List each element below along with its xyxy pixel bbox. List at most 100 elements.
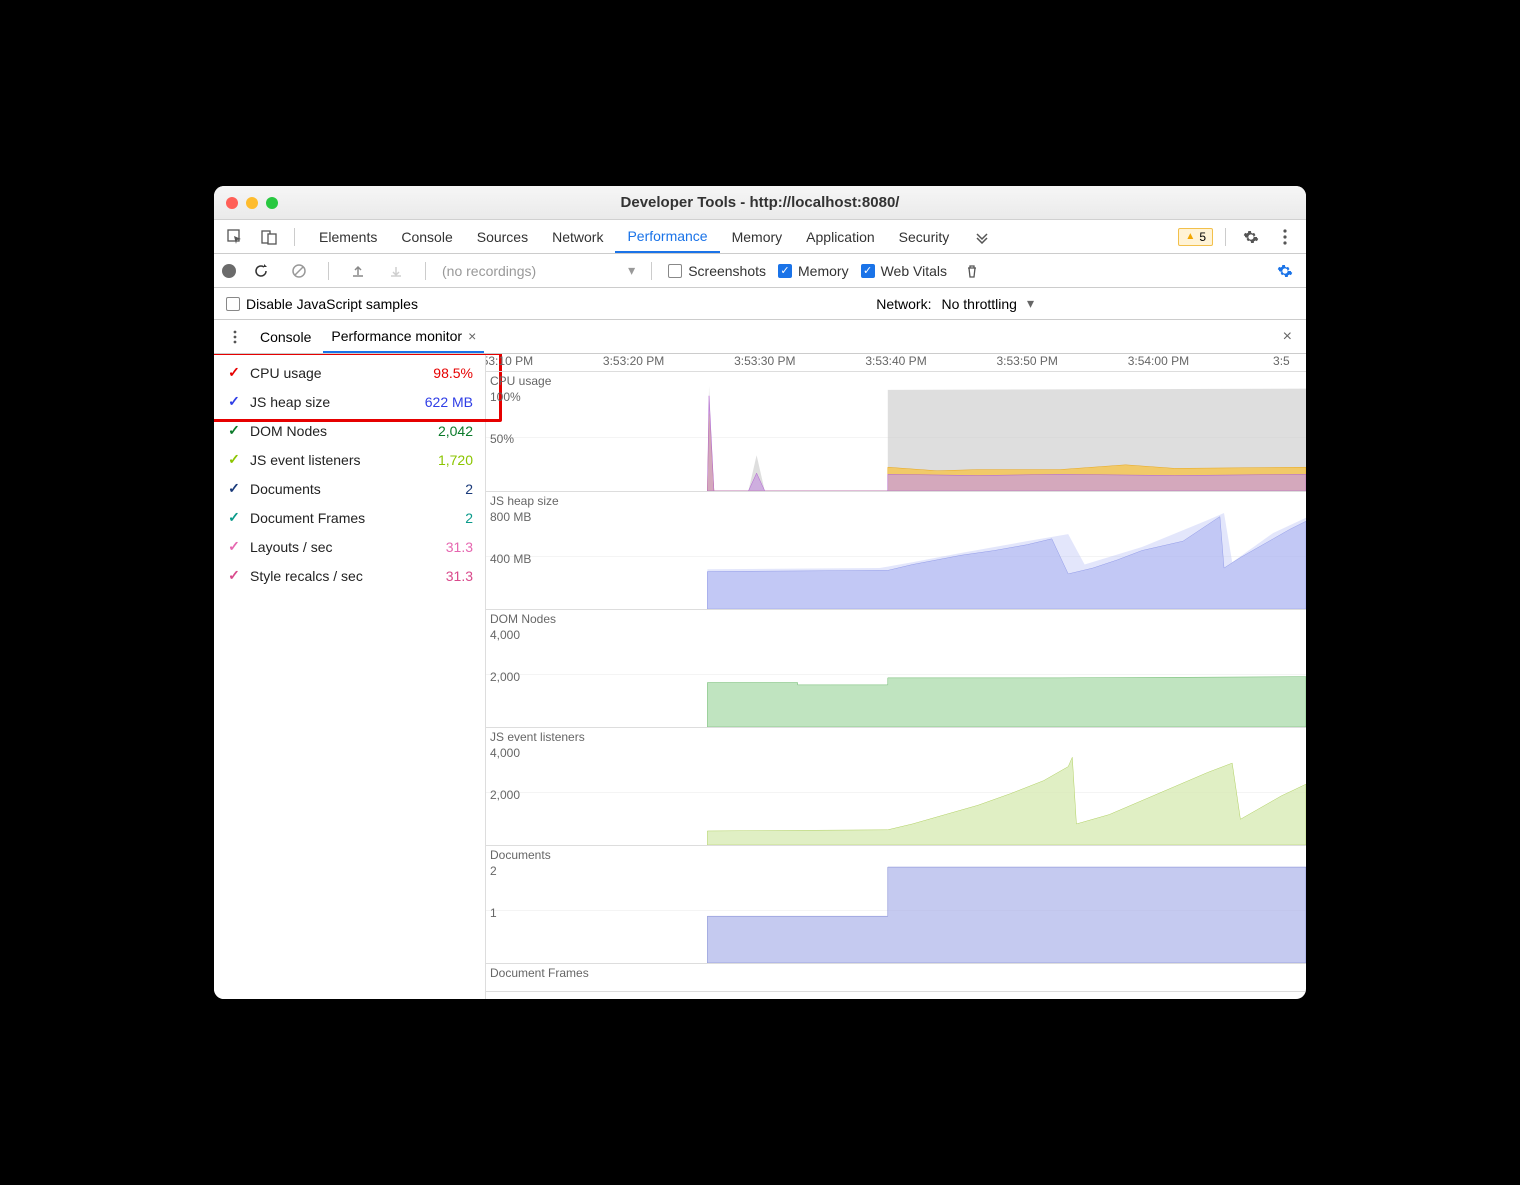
max-dot[interactable] (266, 197, 278, 209)
check-icon: ✓ (226, 480, 242, 497)
disable-js-samples-checkbox[interactable]: Disable JavaScript samples (226, 296, 418, 312)
titlebar: Developer Tools - http://localhost:8080/ (214, 186, 1306, 220)
main-tab-performance[interactable]: Performance (615, 220, 719, 253)
metric-row[interactable]: ✓Documents2 (214, 474, 485, 503)
drawer-tab-perfmon[interactable]: Performance monitor × (323, 320, 484, 353)
chart-title: Document Frames (490, 966, 589, 980)
metric-value: 1,720 (413, 452, 473, 468)
drawer-tab-console[interactable]: Console (252, 320, 319, 353)
checkbox-icon: ✓ (861, 264, 875, 278)
time-tick: 3:53:40 PM (865, 354, 926, 368)
main-tab-elements[interactable]: Elements (307, 220, 389, 253)
time-tick: 3:5 (1273, 354, 1290, 368)
chart-title: DOM Nodes (490, 612, 556, 626)
check-icon: ✓ (226, 364, 242, 381)
memory-label: Memory (798, 263, 849, 279)
close-icon[interactable]: × (468, 328, 476, 344)
metric-label: JS heap size (250, 394, 405, 410)
drawer-tab-label: Performance monitor (331, 328, 462, 344)
more-tabs-icon[interactable] (969, 224, 995, 250)
trash-icon[interactable] (959, 258, 985, 284)
download-icon[interactable] (383, 258, 409, 284)
timeline-header: 3:53:10 PM3:53:20 PM3:53:30 PM3:53:40 PM… (486, 354, 1306, 372)
y-axis-label: 2 (490, 864, 497, 878)
network-value: No throttling (941, 296, 1016, 312)
inspect-icon[interactable] (222, 224, 248, 250)
screenshots-label: Screenshots (688, 263, 766, 279)
time-tick: 3:53:50 PM (997, 354, 1058, 368)
disable-js-label: Disable JavaScript samples (246, 296, 418, 312)
metrics-panel: ✓CPU usage98.5%✓JS heap size622 MB✓DOM N… (214, 354, 486, 999)
min-dot[interactable] (246, 197, 258, 209)
check-icon: ✓ (226, 538, 242, 555)
chart-js-event-listeners: JS event listeners4,0002,000 (486, 728, 1306, 846)
drawer-close-icon[interactable]: × (1283, 328, 1292, 346)
y-axis-label: 400 MB (490, 552, 531, 566)
chart-cpu-usage: CPU usage100%50% (486, 372, 1306, 492)
traffic-lights (214, 197, 278, 209)
drawer-kebab-icon[interactable] (222, 324, 248, 350)
window-title: Developer Tools - http://localhost:8080/ (214, 194, 1306, 211)
chart-document-frames: Document Frames (486, 964, 1306, 992)
main-tab-network[interactable]: Network (540, 220, 615, 253)
y-axis-label: 100% (490, 390, 521, 404)
time-tick: 3:53:30 PM (734, 354, 795, 368)
drawer-tabs: Console Performance monitor × × (214, 320, 1306, 354)
webvitals-label: Web Vitals (881, 263, 947, 279)
screenshots-checkbox[interactable]: Screenshots (668, 263, 766, 279)
separator (425, 262, 426, 280)
metric-label: Document Frames (250, 510, 405, 526)
metric-row[interactable]: ✓CPU usage98.5% (214, 358, 485, 387)
drawer-tab-label: Console (260, 329, 311, 345)
metric-row[interactable]: ✓Document Frames2 (214, 503, 485, 532)
close-dot[interactable] (226, 197, 238, 209)
y-axis-label: 1 (490, 906, 497, 920)
options-bar: Disable JavaScript samples Network: No t… (214, 288, 1306, 320)
warnings-badge[interactable]: 5 (1178, 228, 1213, 246)
check-icon: ✓ (226, 509, 242, 526)
perf-toolbar: (no recordings) ▾ Screenshots ✓ Memory ✓… (214, 254, 1306, 288)
perf-settings-icon[interactable] (1272, 258, 1298, 284)
webvitals-checkbox[interactable]: ✓ Web Vitals (861, 263, 947, 279)
separator (651, 262, 652, 280)
metric-row[interactable]: ✓ Layouts / sec 31.3 (214, 532, 485, 561)
time-tick: 3:54:00 PM (1128, 354, 1189, 368)
y-axis-label: 4,000 (490, 628, 520, 642)
clear-icon[interactable] (286, 258, 312, 284)
main-tab-console[interactable]: Console (389, 220, 464, 253)
metric-label: JS event listeners (250, 452, 405, 468)
reload-icon[interactable] (248, 258, 274, 284)
main-tab-security[interactable]: Security (887, 220, 962, 253)
perfmon-content: ✓CPU usage98.5%✓JS heap size622 MB✓DOM N… (214, 354, 1306, 999)
dropdown-caret-icon[interactable]: ▾ (628, 262, 635, 279)
metric-label: Layouts / sec (250, 539, 405, 555)
memory-checkbox[interactable]: ✓ Memory (778, 263, 849, 279)
checkbox-icon (668, 264, 682, 278)
metric-row[interactable]: ✓JS heap size622 MB (214, 387, 485, 416)
main-tab-memory[interactable]: Memory (720, 220, 795, 253)
no-recordings-label: (no recordings) (442, 263, 536, 279)
upload-icon[interactable] (345, 258, 371, 284)
chart-title: Documents (490, 848, 551, 862)
metric-value: 31.3 (413, 568, 473, 584)
metric-row[interactable]: ✓JS event listeners1,720 (214, 445, 485, 474)
check-icon: ✓ (226, 422, 242, 439)
main-tab-application[interactable]: Application (794, 220, 887, 253)
y-axis-label: 4,000 (490, 746, 520, 760)
network-throttle-select[interactable]: Network: No throttling ▾ (876, 295, 1034, 312)
metric-value: 31.3 (413, 539, 473, 555)
record-button[interactable] (222, 264, 236, 278)
metric-row[interactable]: ✓DOM Nodes2,042 (214, 416, 485, 445)
time-tick: 3:53:20 PM (603, 354, 664, 368)
metric-row[interactable]: ✓Style recalcs / sec31.3 (214, 561, 485, 590)
checkbox-icon: ✓ (778, 264, 792, 278)
settings-icon[interactable] (1238, 224, 1264, 250)
kebab-icon[interactable] (1272, 224, 1298, 250)
y-axis-label: 800 MB (490, 510, 531, 524)
metric-label: Documents (250, 481, 405, 497)
warnings-count: 5 (1199, 230, 1206, 244)
main-tab-sources[interactable]: Sources (465, 220, 540, 253)
chart-dom-nodes: DOM Nodes4,0002,000 (486, 610, 1306, 728)
chart-js-heap-size: JS heap size800 MB400 MB (486, 492, 1306, 610)
device-icon[interactable] (256, 224, 282, 250)
